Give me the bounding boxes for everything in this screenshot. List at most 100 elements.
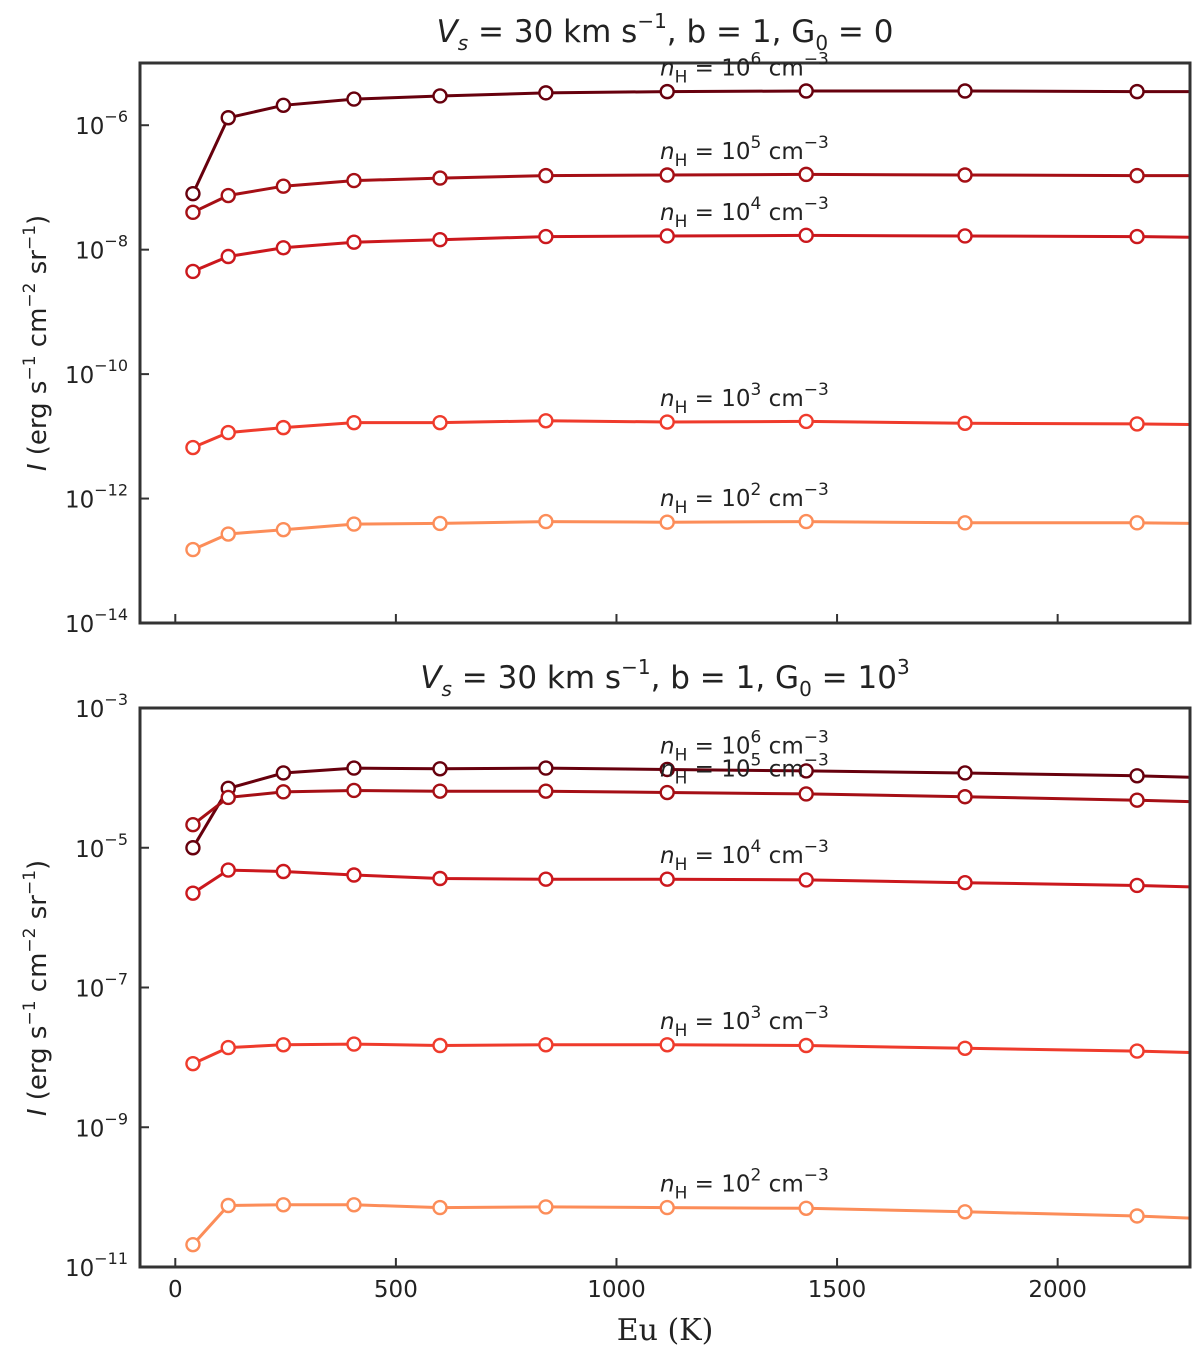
y-tick-label: 10−11 [65,1249,128,1282]
data-point [957,1040,973,1056]
data-point [538,513,554,530]
data-point [798,786,814,802]
data-point [659,414,675,430]
y-tick-label: 10−14 [65,605,128,638]
data-point [346,1036,362,1052]
data-point [432,88,448,104]
data-point [538,1037,554,1053]
data-point [1129,83,1145,100]
data-point [346,172,362,189]
series-group [185,760,1190,856]
data-point [432,1199,448,1216]
top-axes-frame [138,61,1192,625]
data-point [275,97,292,114]
data-point [275,240,292,256]
data-point [275,1197,292,1213]
data-point [275,765,292,781]
data-point [275,784,292,800]
series-line [192,520,1190,551]
bottom-y-axis-label: I (erg s−1 cm−2 sr−1) [20,860,53,1116]
top-panel: Vs = 30 km s−1, b = 1, G0 = 0 I (erg s−1… [20,9,1192,638]
data-point [220,1197,236,1214]
data-point [432,1037,448,1054]
data-point [185,439,201,456]
data-point [957,228,973,244]
data-point [659,1037,675,1053]
data-point [275,419,292,436]
data-point [659,1199,675,1216]
data-point [185,1236,201,1253]
series-line [192,1042,1190,1066]
data-point [798,413,814,430]
data-point [659,871,675,887]
data-point [220,187,236,204]
top-panel-title: Vs = 30 km s−1, b = 1, G0 = 0 [437,9,894,55]
x-tick-label: 1500 [808,1277,867,1303]
data-point [346,234,362,250]
data-point [538,783,554,799]
data-point [957,415,973,431]
data-point [1129,228,1145,245]
series-group [185,1197,1190,1253]
data-point [659,784,675,801]
data-point [346,782,362,799]
data-point [185,840,201,856]
x-tick-label: 1000 [587,1277,646,1303]
y-tick-label: 10−10 [65,356,128,389]
data-point [1129,792,1145,808]
data-point [957,765,973,781]
data-point [957,789,973,805]
data-point [220,1039,236,1056]
data-point [538,85,554,101]
data-point [220,789,236,806]
data-point [220,110,236,126]
data-point [346,516,362,532]
series-group [185,782,1190,833]
data-point [538,228,554,245]
top-plot-area [185,83,1190,558]
data-point [275,178,292,194]
data-point [1129,768,1145,784]
x-tick-label: 500 [374,1277,418,1303]
data-point [185,185,201,202]
data-point [659,514,675,530]
data-point [538,167,554,184]
series-label: nH = 105 cm−3 [660,751,829,789]
y-tick-label: 10−8 [75,232,128,265]
data-point [1129,515,1145,531]
data-point [798,872,814,888]
series-label: nH = 104 cm−3 [660,194,829,232]
data-point [659,761,675,778]
y-tick-label: 10−5 [75,830,128,863]
data-point [957,1204,973,1220]
series-line [192,233,1190,273]
data-point [346,91,362,107]
series-line [192,419,1190,449]
series-group [185,862,1190,901]
data-point [432,414,448,431]
top-y-axis-label: I (erg s−1 cm−2 sr−1) [20,215,53,471]
data-point [1129,1043,1145,1059]
data-point [432,870,448,887]
data-point [220,862,236,878]
data-point [185,885,201,901]
data-point [346,1197,362,1213]
series-group [185,227,1190,280]
series-line [192,868,1190,895]
data-point [798,166,814,183]
series-line [191,1203,1190,1246]
series-group [185,1036,1190,1072]
data-point [798,83,814,99]
data-point [659,228,675,244]
data-point [220,424,236,441]
data-point [659,167,675,183]
data-point [346,414,362,431]
data-point [798,227,814,244]
series-line [191,788,1190,826]
y-tick-label: 10−12 [65,481,128,514]
y-tick-label: 10−7 [75,970,128,1003]
data-point [432,761,448,777]
series-group [185,166,1190,221]
series-label: nH = 103 cm−3 [660,1003,829,1041]
